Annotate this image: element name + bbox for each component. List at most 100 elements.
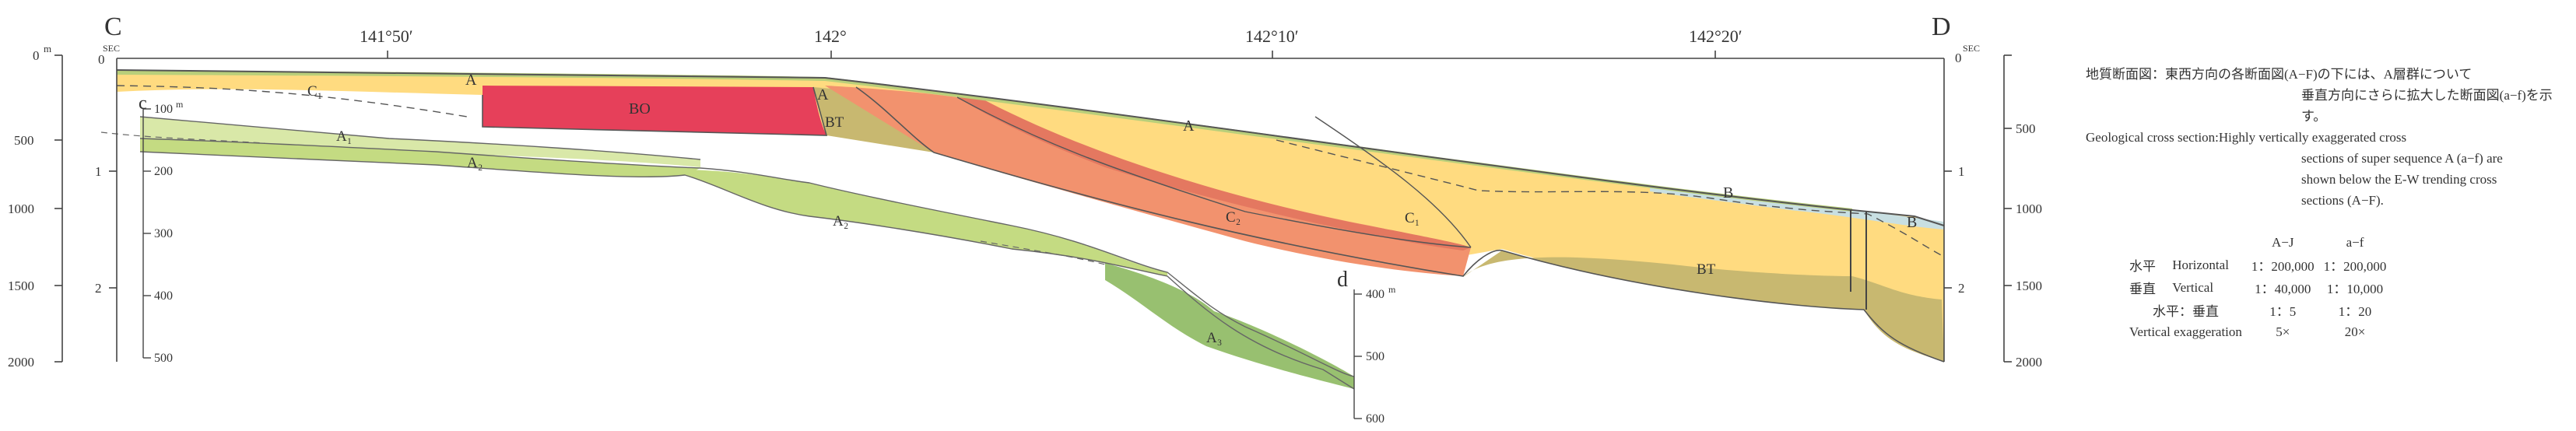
scale-row-horizontal: 水平 Horizontal 1：200,000 1：200,000 <box>2125 254 2391 276</box>
unit-label-a1: A₁ <box>336 128 352 145</box>
scale-row-en: Vertical <box>2172 279 2214 295</box>
legend-text: 地質断面図：東西方向の各断面図(A−F)の下には、A層群について 垂直方向にさら… <box>2086 64 2560 211</box>
unit-label-a-top1: A <box>465 72 477 89</box>
left-twt-1: 1 <box>95 164 102 179</box>
boundary-line-4 <box>1314 116 1472 248</box>
left-depth-500: 500 <box>14 133 34 148</box>
legend-en-line3: shown below the E-W trending cross <box>2301 172 2497 187</box>
right-twt-2: 2 <box>1958 281 1965 296</box>
profile-start-label: C <box>104 12 122 41</box>
legend-en-line2: sections of super sequence A (a−f) are <box>2301 151 2503 166</box>
unit-label-b-mid: B <box>1723 184 1733 201</box>
scale-row-label: Vertical exaggeration <box>2129 324 2242 339</box>
sub-left-100: 100 <box>154 103 173 116</box>
a-subsection-top-line <box>139 116 701 160</box>
top-green-strip <box>117 70 1852 212</box>
longitude-142-20: 142°20′ <box>1689 26 1742 46</box>
dashed-horizon-left <box>116 85 468 117</box>
scale-row-jp: 水平 <box>2129 259 2156 274</box>
scale-row-v2: 20× <box>2344 324 2366 339</box>
scale-table: A−J a−f 水平 Horizontal 1：200,000 1：200,00… <box>2125 232 2391 343</box>
sub-right-600: 600 <box>1366 412 1385 426</box>
scale-row-ratio: 水平：垂直 1：5 1：20 <box>2125 299 2391 321</box>
unit-label-bt-right: BT <box>1697 261 1716 278</box>
sub-right-unit: m <box>1388 284 1396 295</box>
longitude-142-10: 142°10′ <box>1245 26 1299 46</box>
boundary-line-1 <box>482 86 828 136</box>
unit-label-b-right: B <box>1907 214 1917 231</box>
unit-label-bo: BO <box>629 100 651 117</box>
left-depth-1500: 1500 <box>8 279 34 293</box>
left-depth-unit: m <box>44 43 51 54</box>
unit-a-fill <box>117 70 1944 362</box>
unit-label-c1-right: C₁ <box>1405 210 1420 226</box>
scale-col1-header: A−J <box>2272 235 2294 250</box>
unit-bt-left-fill <box>813 87 934 152</box>
scale-col2-header: a−f <box>2346 235 2364 250</box>
sub-right-500: 500 <box>1366 350 1385 363</box>
scale-row-v1: 1：40,000 <box>2255 282 2311 296</box>
unit-label-a-top3: A <box>1183 117 1195 135</box>
scale-row-en: Horizontal <box>2172 257 2229 272</box>
sub-left-label: c <box>139 93 147 114</box>
scale-row-label: 水平：垂直 <box>2152 304 2219 319</box>
legend-en-line4: sections (A−F). <box>2301 193 2384 208</box>
right-twt-0: 0 <box>1955 51 1962 65</box>
left-depth-0: 0 <box>33 48 40 63</box>
sub-right-label: d <box>1337 268 1348 292</box>
unit-c2-edge <box>957 97 1471 251</box>
longitude-141-50: 141°50′ <box>360 26 413 46</box>
unit-label-a3: A₃ <box>1206 330 1222 346</box>
scale-row-vertical: 垂直 Vertical 1：40,000 1：10,000 <box>2125 276 2391 299</box>
left-twt-2: 2 <box>95 281 102 296</box>
scale-row-v1: 1：200,000 <box>2251 259 2315 274</box>
sub-left-200: 200 <box>154 165 173 178</box>
left-twt-unit: SEC <box>103 43 120 54</box>
unit-label-c1-left: C₁ <box>307 83 322 100</box>
boundary-line-2 <box>855 86 1945 363</box>
left-twt-0: 0 <box>98 52 105 67</box>
unit-a2-mid-fill <box>685 170 1167 276</box>
unit-bt-right-fill <box>1463 251 1944 362</box>
sub-left-500: 500 <box>154 352 173 365</box>
a-subsection-mid-line <box>139 138 1355 377</box>
left-depth-1000: 1000 <box>8 201 34 216</box>
legend-en-title: Geological cross section:Highly vertical… <box>2086 130 2407 145</box>
sub-left-300: 300 <box>154 227 173 240</box>
seafloor-line <box>116 69 1945 226</box>
sub-left-unit: m <box>176 99 184 110</box>
unit-label-a-top2: A <box>817 86 829 103</box>
right-depth-500: 500 <box>2016 121 2036 136</box>
right-depth-1500: 1500 <box>2016 279 2042 293</box>
right-twt-unit: SEC <box>1963 43 1980 54</box>
scale-row-v2: 1：20 <box>2338 304 2372 319</box>
profile-end-label: D <box>1932 12 1951 41</box>
right-depth-1000: 1000 <box>2016 201 2042 216</box>
scale-row-v2: 1：200,000 <box>2323 259 2387 274</box>
sub-left-400: 400 <box>154 289 173 303</box>
dashed-horizon-right <box>1276 139 1945 258</box>
a-subsection-dashed-line <box>100 131 265 144</box>
a-subsection-base-line <box>139 151 1355 390</box>
unit-label-a2-mid: A₂ <box>833 213 848 230</box>
boundary-line-3 <box>956 96 1472 248</box>
scale-row-v1: 5× <box>2276 324 2290 339</box>
sub-right-400: 400 <box>1366 288 1385 301</box>
scale-row-exaggeration: Vertical exaggeration 5× 20× <box>2125 321 2391 343</box>
unit-label-a2-top: A₂ <box>467 155 483 171</box>
left-depth-2000: 2000 <box>8 355 34 370</box>
unit-label-c2: C₂ <box>1226 209 1241 226</box>
unit-bo-fill <box>483 86 826 135</box>
unit-b-fill <box>1650 187 1944 230</box>
scale-row-v1: 1：5 <box>2269 304 2297 319</box>
scale-row-v2: 1：10,000 <box>2326 282 2384 296</box>
unit-label-bt-left: BT <box>825 114 844 131</box>
legend-jp-line2: 垂直方向にさらに拡大した断面図(a−f)を示す。 <box>2301 88 2553 124</box>
right-depth-2000: 2000 <box>2016 355 2042 370</box>
unit-c2-fill <box>825 86 1471 276</box>
longitude-142: 142° <box>814 26 847 46</box>
legend-jp-title: 地質断面図：東西方向の各断面図(A−F)の下には、A層群について <box>2086 67 2472 82</box>
scale-row-jp: 垂直 <box>2129 282 2156 296</box>
unit-a2-top-fill <box>140 138 700 177</box>
